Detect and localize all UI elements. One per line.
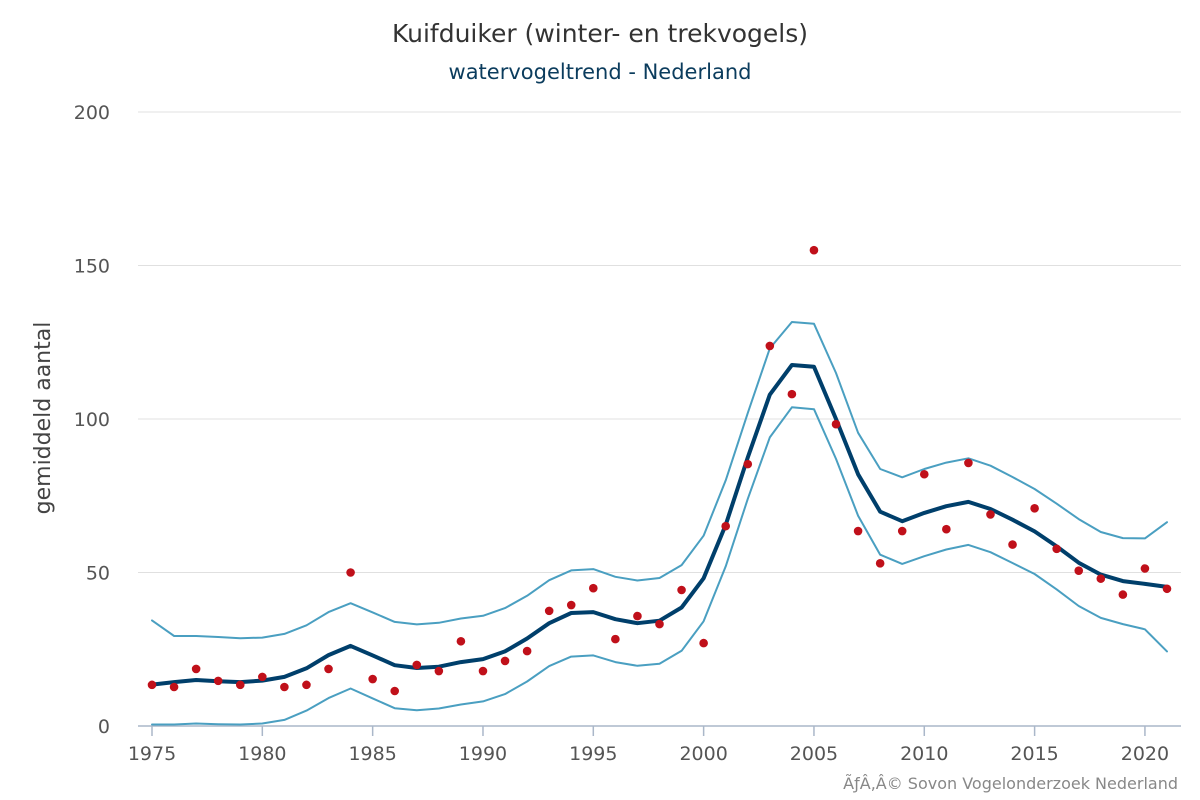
count-point[interactable] (324, 664, 333, 674)
count-point[interactable] (566, 600, 576, 610)
chart-subtitle: watervogeltrend - Nederland (449, 60, 752, 84)
x-tick-label: 2005 (790, 743, 838, 765)
count-point[interactable] (456, 636, 466, 646)
chart-title: Kuifduiker (winter- en trekvogels) (392, 19, 808, 48)
x-tick-label: 1975 (128, 743, 176, 765)
count-point[interactable] (743, 459, 753, 469)
count-point[interactable] (677, 585, 686, 595)
y-axis-label: gemiddeld aantal (31, 322, 56, 515)
y-tick-label: 150 (74, 256, 110, 278)
count-point[interactable] (544, 606, 554, 616)
count-point[interactable] (346, 568, 355, 577)
series-lines (150, 321, 1169, 726)
count-point[interactable] (611, 634, 620, 644)
x-axis-ticks: 1975 1980 1985 1990 1995 2000 2005 2010 2015 2020 (128, 726, 1169, 765)
count-point[interactable] (964, 458, 973, 468)
grid-lines (138, 111, 1181, 573)
count-point[interactable] (390, 686, 400, 696)
count-point[interactable] (434, 666, 444, 676)
credit-text[interactable]: ÃƒÂ‚Â© Sovon Vogelonderzoek Nederland (843, 774, 1178, 793)
upper-line[interactable] (151, 321, 1168, 640)
y-tick-label: 0 (98, 716, 110, 738)
count-point[interactable] (765, 341, 775, 351)
count-point[interactable] (699, 638, 708, 648)
count-point[interactable] (633, 611, 642, 621)
y-tick-label: 50 (86, 563, 110, 585)
count-point[interactable] (1140, 564, 1150, 573)
trend-line[interactable] (150, 363, 1169, 687)
count-point[interactable] (235, 680, 245, 690)
x-tick-label: 2010 (900, 743, 948, 765)
count-point[interactable] (986, 510, 995, 519)
count-point[interactable] (147, 680, 157, 690)
y-tick-label: 100 (74, 409, 110, 431)
count-point[interactable] (655, 619, 664, 629)
count-point[interactable] (302, 680, 311, 690)
count-point[interactable] (897, 526, 907, 536)
count-point[interactable] (280, 682, 289, 692)
count-point[interactable] (213, 676, 223, 686)
count-point[interactable] (919, 469, 929, 479)
count-point[interactable] (1030, 504, 1039, 513)
x-tick-label: 2020 (1121, 743, 1169, 765)
count-point[interactable] (368, 674, 377, 684)
x-tick-label: 1990 (459, 743, 507, 765)
y-axis-ticks: 0 50 100 150 200 (74, 102, 110, 738)
count-point[interactable] (500, 656, 510, 666)
x-tick-label: 1980 (238, 743, 286, 765)
x-tick-label: 1995 (569, 743, 617, 765)
count-point[interactable] (522, 646, 532, 656)
count-point[interactable] (853, 526, 863, 536)
count-point[interactable] (1162, 584, 1172, 594)
count-point[interactable] (1074, 566, 1084, 575)
count-point[interactable] (1008, 540, 1017, 549)
y-tick-label: 200 (74, 102, 110, 124)
count-point[interactable] (1096, 574, 1106, 583)
data-points (147, 245, 1172, 696)
x-tick-label: 2015 (1010, 743, 1058, 765)
count-point[interactable] (1052, 544, 1061, 554)
x-tick-label: 1985 (348, 743, 396, 765)
lower-line[interactable] (151, 406, 1168, 726)
count-point[interactable] (258, 672, 267, 682)
count-point[interactable] (809, 245, 819, 255)
count-point[interactable] (787, 389, 797, 399)
count-point[interactable] (831, 419, 841, 429)
count-point[interactable] (412, 660, 422, 670)
count-point[interactable] (942, 524, 951, 534)
count-point[interactable] (589, 583, 598, 593)
count-point[interactable] (875, 558, 885, 568)
count-point[interactable] (1118, 590, 1128, 599)
count-point[interactable] (721, 521, 730, 531)
count-point[interactable] (478, 666, 488, 676)
count-point[interactable] (191, 664, 201, 674)
x-tick-label: 2000 (679, 743, 727, 765)
count-point[interactable] (169, 682, 179, 692)
